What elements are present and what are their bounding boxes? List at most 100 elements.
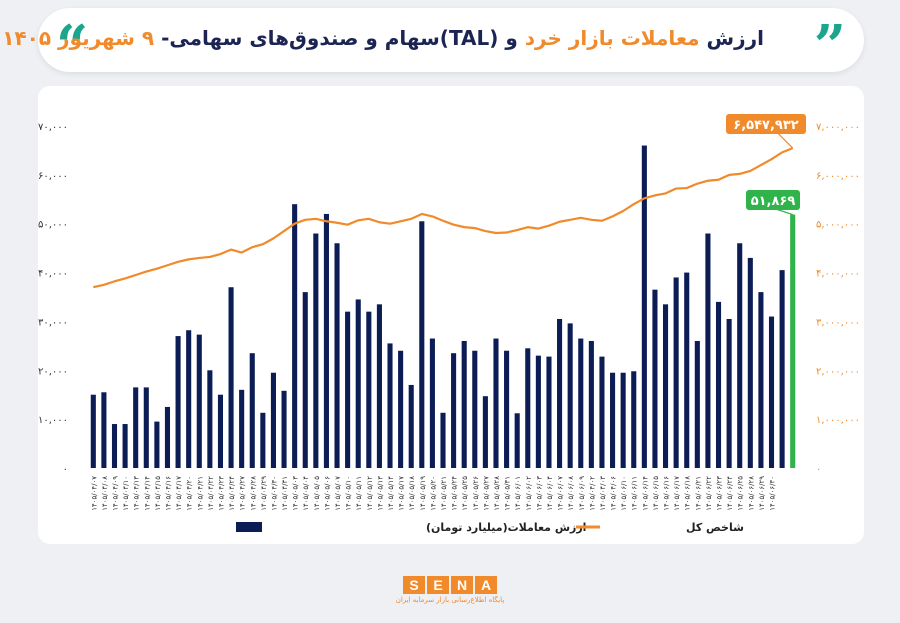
index-line bbox=[93, 147, 794, 289]
volume-bar bbox=[355, 299, 361, 468]
volume-bar bbox=[610, 372, 616, 468]
legend-line-label: شاخص کل bbox=[686, 521, 744, 534]
x-tick-label: ۱۴۰۵/۰۶/۲۸ bbox=[747, 476, 755, 511]
volume-bar bbox=[249, 353, 255, 468]
x-tick-label: ۱۴۰۵/۰۵/۳۱ bbox=[504, 476, 512, 511]
volume-bar bbox=[387, 343, 393, 468]
left-axis-tick-label: ۷۰,۰۰۰ bbox=[38, 122, 68, 133]
x-tick-label: ۱۴۰۵/۰۵/۱۱ bbox=[355, 476, 363, 511]
left-axis-tick-label: ۶۰,۰۰۰ bbox=[38, 171, 68, 182]
x-tick-label: ۱۴۰۵/۰۴/۲۸ bbox=[249, 476, 257, 511]
x-tick-label: ۱۴۰۵/۰۶/۱۷ bbox=[673, 476, 681, 511]
x-tick-label: ۱۴۰۵/۰۶/۱۴ bbox=[641, 476, 649, 511]
volume-bar bbox=[90, 394, 96, 468]
x-tick-label: ۱۴۰۵/۰۶/۱۵ bbox=[652, 476, 660, 511]
x-tick-label: ۱۴۰۵/۰۵/۰۳ bbox=[292, 476, 300, 511]
volume-bar bbox=[662, 304, 669, 468]
x-tick-label: ۱۴۰۵/۰۵/۱۴ bbox=[387, 476, 395, 511]
x-tick-label: ۱۴۰۵/۰۶/۲۴ bbox=[726, 476, 734, 511]
x-tick-label: ۱۴۰۵/۰۴/۲۰ bbox=[186, 476, 194, 511]
x-tick-label: ۱۴۰۵/۰۵/۰۶ bbox=[323, 476, 331, 511]
left-axis-tick-label: ۰ bbox=[63, 464, 68, 475]
volume-bar bbox=[641, 145, 647, 468]
x-tick-label: ۱۴۰۵/۰۶/۱۸ bbox=[684, 476, 692, 511]
volume-bar bbox=[525, 348, 531, 468]
volume-bar bbox=[270, 372, 276, 468]
volume-bar bbox=[186, 330, 192, 468]
left-axis-tick-label: ۳۰,۰۰۰ bbox=[38, 317, 68, 328]
volume-bar bbox=[578, 338, 584, 468]
volume-bar bbox=[313, 233, 319, 468]
volume-bar bbox=[493, 338, 499, 468]
chart-panel: ۰ ۱۰,۰۰۰ ۲۰,۰۰۰ ۳۰,۰۰۰ ۴۰,۰۰۰ ۵۰,۰۰۰ ۶۰,۰۰۰ ۷۰,… bbox=[38, 86, 864, 544]
x-tick-label: ۱۴۰۵/۰۶/۰۴ bbox=[546, 476, 554, 511]
volume-bar bbox=[779, 270, 785, 468]
title-accent: معاملات بازار خرد bbox=[524, 26, 700, 50]
right-axis-tick-label: ۷,۰۰۰,۰۰۰ bbox=[816, 122, 860, 133]
x-tick-label: ۱۴۰۵/۰۶/۰۱ bbox=[514, 476, 522, 511]
x-tick-label: ۱۴۰۵/۰۴/۲۷ bbox=[239, 476, 247, 511]
volume-callout-box bbox=[746, 190, 800, 210]
volume-bar bbox=[398, 350, 404, 468]
x-tick-label: ۱۴۰۵/۰۴/۱۰ bbox=[122, 476, 130, 511]
volume-bar bbox=[408, 384, 414, 468]
x-tick-label: ۱۴۰۵/۰۵/۰۷ bbox=[334, 476, 342, 511]
volume-bar bbox=[620, 372, 626, 468]
quote-icon-right: ” bbox=[813, 13, 846, 79]
volume-bar bbox=[705, 233, 711, 468]
volume-bar bbox=[292, 204, 298, 469]
x-tick-label: ۱۴۰۵/۰۵/۲۸ bbox=[493, 476, 501, 511]
volume-bar bbox=[334, 243, 340, 468]
volume-bar bbox=[239, 389, 245, 468]
x-tick-label: ۱۴۰۵/۰۵/۱۸ bbox=[408, 476, 416, 511]
volume-bar bbox=[111, 424, 118, 468]
volume-bar bbox=[302, 292, 308, 468]
x-tick-label: ۱۴۰۵/۰۶/۱۰ bbox=[620, 476, 628, 511]
volume-bar bbox=[684, 272, 690, 468]
volume-bar bbox=[101, 392, 107, 468]
x-tick-label: ۱۴۰۵/۰۶/۲۹ bbox=[758, 476, 766, 511]
x-tick-label: ۱۴۰۵/۰۴/۰۲ bbox=[588, 476, 596, 511]
right-axis-tick-label: ۰ bbox=[816, 464, 821, 475]
x-tick-label: ۱۴۰۵/۰۵/۲۴ bbox=[451, 476, 459, 511]
x-tick-label: ۱۴۰۵/۰۵/۰۵ bbox=[313, 476, 321, 511]
volume-bar bbox=[599, 356, 605, 468]
x-tick-label: ۱۴۰۵/۰۶/۲۳ bbox=[716, 476, 724, 511]
x-tick-label: ۱۴۰۵/۰۴/۱۷ bbox=[175, 476, 183, 511]
sena-logo: S E N A پایگاه اطلاع‌رسانی بازار سرمایه … bbox=[395, 576, 505, 604]
x-tick-label: ۱۴۰۵/۰۴/۲۴ bbox=[228, 476, 236, 511]
volume-bar bbox=[557, 318, 563, 468]
x-tick-label: ۱۴۰۵/۰۴/۱۴ bbox=[143, 476, 151, 511]
x-tick-label: ۱۴۰۵/۰۴/۱۶ bbox=[164, 476, 172, 511]
right-axis-tick-label: ۱,۰۰۰,۰۰۰ bbox=[816, 415, 860, 426]
x-tick-label: ۱۴۰۵/۰۵/۰۴ bbox=[302, 476, 310, 511]
x-tick-label: ۱۴۰۵/۰۶/۰۳ bbox=[535, 476, 543, 511]
x-tick-label: ۱۴۰۵/۰۴/۲۲ bbox=[207, 476, 215, 511]
x-tick-label: ۱۴۰۵/۰۵/۲۵ bbox=[461, 476, 469, 511]
x-tick-label: ۱۴۰۵/۰۴/۰۸ bbox=[101, 476, 109, 511]
volume-bar bbox=[323, 213, 329, 468]
volume-bar bbox=[260, 412, 266, 468]
x-tick-label: ۱۴۰۵/۰۶/۲۵ bbox=[737, 476, 745, 511]
volume-bar bbox=[482, 396, 488, 468]
x-tick-label: ۱۴۰۵/۰۵/۲۷ bbox=[482, 476, 490, 511]
volume-bar bbox=[504, 350, 510, 468]
x-tick-label: ۱۴۰۵/۰۵/۱۹ bbox=[419, 476, 427, 511]
index-callout-label: ۶,۵۴۷,۹۳۲ bbox=[733, 118, 798, 133]
trading-value-chart: ۰ ۱۰,۰۰۰ ۲۰,۰۰۰ ۳۰,۰۰۰ ۴۰,۰۰۰ ۵۰,۰۰۰ ۶۰,۰۰۰ ۷۰,… bbox=[38, 114, 860, 534]
x-tick-label: ۱۴۰۵/۰۶/۳۰ bbox=[769, 476, 777, 511]
x-tick-label: ۱۴۰۵/۰۴/۰۳ bbox=[599, 476, 607, 511]
volume-bar bbox=[514, 413, 520, 468]
x-tick-label: ۱۴۰۵/۰۵/۲۱ bbox=[440, 476, 448, 511]
x-tick-label: ۱۴۰۵/۰۵/۱۷ bbox=[398, 476, 406, 511]
x-tick-label: ۱۴۰۵/۰۴/۲۳ bbox=[217, 476, 225, 511]
logo-letter: S bbox=[403, 576, 425, 594]
volume-bar bbox=[631, 371, 637, 468]
volume-bar bbox=[154, 421, 160, 468]
volume-bar bbox=[164, 406, 171, 468]
volume-bar bbox=[429, 338, 435, 468]
volume-bar bbox=[440, 412, 446, 468]
x-tick-label: ۱۴۰۵/۰۴/۱۳ bbox=[133, 476, 141, 511]
title-date: ۹ شهریور ۱۴۰۵ bbox=[2, 26, 155, 50]
right-axis-tick-label: ۶,۰۰۰,۰۰۰ bbox=[816, 171, 860, 182]
